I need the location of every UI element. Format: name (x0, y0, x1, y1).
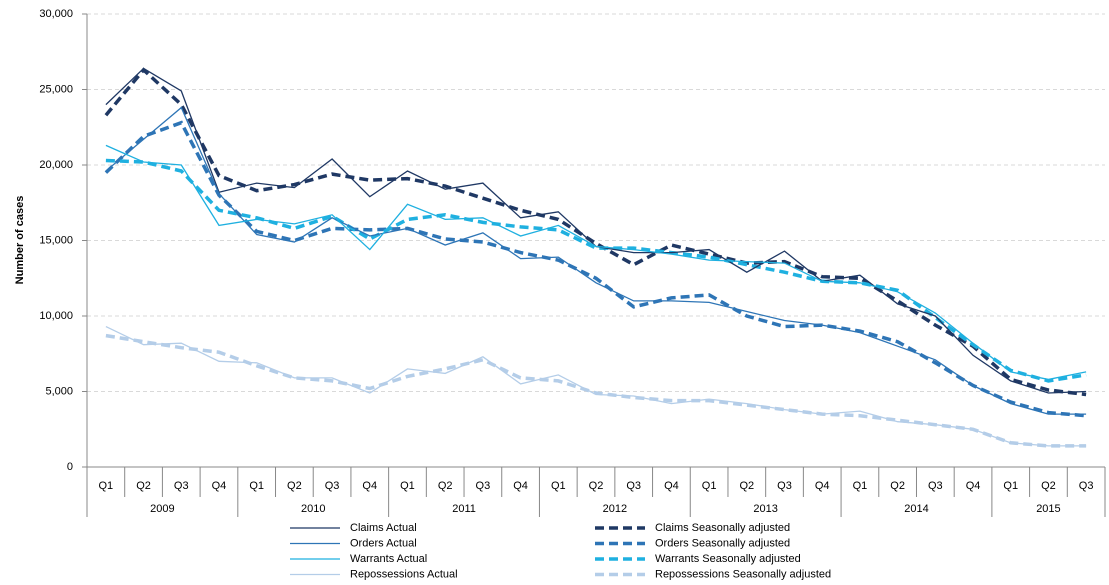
x-tick-label: Q3 (777, 480, 792, 492)
x-tick-label: Q3 (476, 480, 491, 492)
legend-label: Warrants Seasonally adjusted (655, 553, 801, 565)
series-line (105, 106, 1087, 415)
x-tick-label: Q2 (1041, 480, 1056, 492)
series-line (105, 326, 1087, 447)
legend-label: Repossessions Seasonally adjusted (655, 568, 831, 580)
x-group-label: 2013 (753, 503, 777, 515)
x-tick-label: Q2 (287, 480, 302, 492)
legend-label: Orders Seasonally adjusted (655, 537, 790, 549)
x-tick-label: Q4 (362, 480, 377, 492)
x-tick-label: Q4 (966, 480, 981, 492)
x-group-label: 2014 (904, 503, 928, 515)
x-tick-label: Q1 (702, 480, 717, 492)
legend-label: Orders Actual (350, 537, 417, 549)
series-line (105, 158, 1087, 383)
x-group-label: 2011 (452, 503, 476, 515)
x-tick-label: Q3 (325, 480, 340, 492)
x-group-label: 2012 (603, 503, 627, 515)
x-tick-label: Q2 (890, 480, 905, 492)
x-tick-label: Q2 (136, 480, 151, 492)
x-tick-label: Q3 (626, 480, 641, 492)
x-tick-label: Q4 (513, 480, 528, 492)
y-tick-label: 25,000 (39, 83, 73, 95)
legend-label: Warrants Actual (350, 553, 427, 565)
y-axis-label: Number of cases (14, 196, 26, 285)
x-group-label: 2015 (1036, 503, 1060, 515)
series-line (104, 120, 1087, 418)
legend-label: Repossessions Actual (350, 568, 458, 580)
x-tick-label: Q2 (589, 480, 604, 492)
x-tick-label: Q3 (174, 480, 189, 492)
legend-label: Claims Actual (350, 522, 417, 534)
x-tick-label: Q3 (928, 480, 943, 492)
y-tick-label: 15,000 (39, 234, 73, 246)
x-tick-label: Q4 (815, 480, 830, 492)
legend-label: Claims Seasonally adjusted (655, 522, 790, 534)
x-tick-label: Q1 (99, 480, 114, 492)
x-tick-label: Q4 (664, 480, 679, 492)
y-tick-label: 20,000 (39, 159, 73, 171)
x-group-label: 2010 (301, 503, 325, 515)
x-group-label: 2009 (150, 503, 174, 515)
x-tick-label: Q1 (1003, 480, 1018, 492)
x-tick-label: Q4 (212, 480, 227, 492)
x-tick-label: Q2 (438, 480, 453, 492)
series-line (105, 144, 1087, 381)
x-tick-label: Q1 (551, 480, 566, 492)
y-tick-label: 0 (67, 461, 73, 473)
series-line (105, 333, 1087, 448)
y-tick-label: 10,000 (39, 310, 73, 322)
x-tick-label: Q2 (739, 480, 754, 492)
series-line (104, 67, 1087, 397)
x-tick-label: Q1 (853, 480, 868, 492)
x-tick-label: Q1 (249, 480, 264, 492)
x-tick-label: Q1 (400, 480, 415, 492)
y-tick-label: 30,000 (39, 8, 73, 20)
y-tick-label: 5,000 (45, 385, 73, 397)
x-tick-label: Q3 (1079, 480, 1094, 492)
